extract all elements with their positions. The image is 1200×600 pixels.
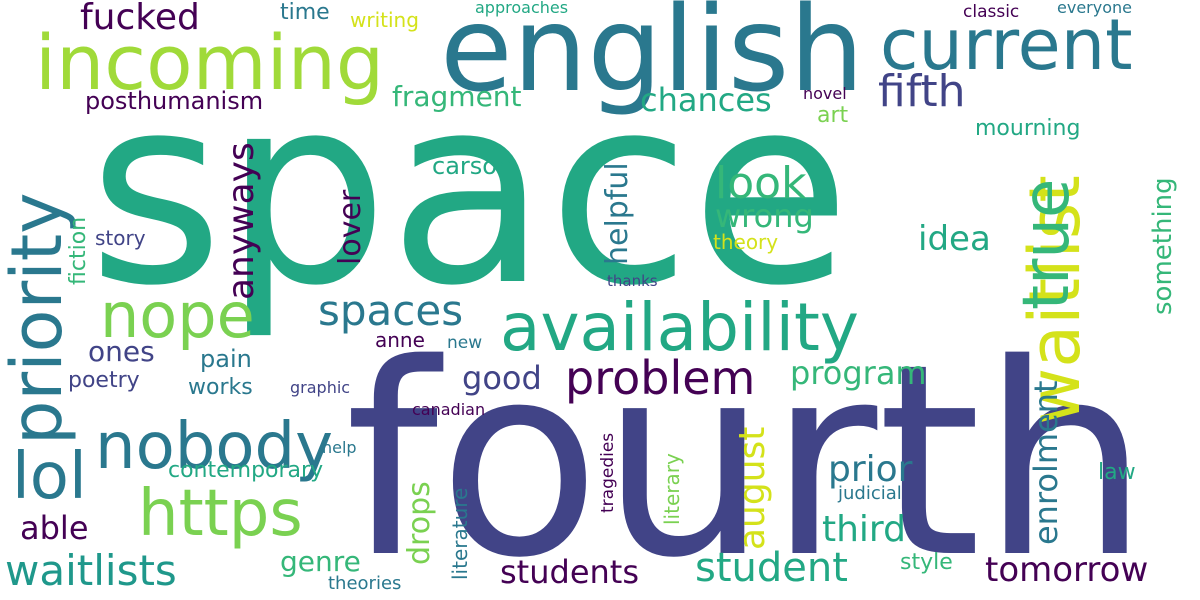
word: literature xyxy=(448,487,472,580)
word: enrolment xyxy=(1027,380,1065,545)
word: fifth xyxy=(878,66,966,117)
word: lol xyxy=(12,440,87,514)
word: posthumanism xyxy=(85,87,264,115)
word: fourth xyxy=(345,308,1150,600)
word: genre xyxy=(280,545,361,578)
word: prior xyxy=(828,449,913,490)
word: art xyxy=(817,103,849,128)
word: approaches xyxy=(475,0,569,17)
word: ones xyxy=(88,335,155,368)
word: theory xyxy=(713,230,779,254)
word: contemporary xyxy=(168,458,324,483)
word: waitlists xyxy=(5,546,177,595)
word: help xyxy=(322,438,357,457)
word: good xyxy=(462,359,542,397)
word: priority xyxy=(0,192,78,445)
word: program xyxy=(790,354,927,392)
word: fragment xyxy=(392,80,522,113)
word: poetry xyxy=(68,368,140,393)
word: third xyxy=(822,509,906,550)
word: classic xyxy=(963,2,1020,22)
word: law xyxy=(1098,460,1136,485)
word: incoming xyxy=(35,18,385,107)
word: style xyxy=(900,550,953,575)
word: graphic xyxy=(290,378,351,397)
word: chances xyxy=(640,81,772,119)
word: fucked xyxy=(80,0,200,38)
word: story xyxy=(95,226,146,250)
word: carson xyxy=(432,152,513,180)
word: able xyxy=(20,509,89,547)
word: spaces xyxy=(318,286,464,335)
word: problem xyxy=(565,351,756,405)
word: lover xyxy=(333,189,368,265)
word: students xyxy=(500,553,639,591)
word: student xyxy=(695,545,848,591)
word: judicial xyxy=(838,483,902,504)
word: canadian xyxy=(412,400,486,419)
word: wrong xyxy=(715,197,814,235)
word: drops xyxy=(402,481,437,565)
word: thanks xyxy=(607,272,658,290)
word: tragedies xyxy=(598,432,618,513)
word: availability xyxy=(500,289,859,366)
word: theories xyxy=(328,573,402,594)
word: august xyxy=(732,426,773,550)
word: space xyxy=(88,41,851,343)
word: time xyxy=(280,0,330,25)
word: everyone xyxy=(1057,0,1132,17)
word: novel xyxy=(803,84,847,103)
word: fiction xyxy=(66,216,91,285)
word: new xyxy=(447,333,483,353)
word: https xyxy=(138,477,303,551)
word: nope xyxy=(100,279,255,352)
word: nobody xyxy=(95,410,333,484)
word: idea xyxy=(918,219,991,259)
word: current xyxy=(880,4,1133,86)
word: works xyxy=(188,375,253,400)
word: look xyxy=(715,158,807,209)
word: tomorrow xyxy=(985,550,1149,590)
word: mourning xyxy=(975,116,1081,141)
word: helpful xyxy=(600,162,635,265)
word: anyways xyxy=(221,142,262,300)
word: pain xyxy=(200,345,252,373)
word: something xyxy=(1148,177,1178,315)
word: writing xyxy=(350,8,419,32)
word: english xyxy=(440,0,865,118)
word: true xyxy=(1010,178,1084,310)
word: anne xyxy=(375,328,425,352)
word: literary xyxy=(660,453,684,525)
